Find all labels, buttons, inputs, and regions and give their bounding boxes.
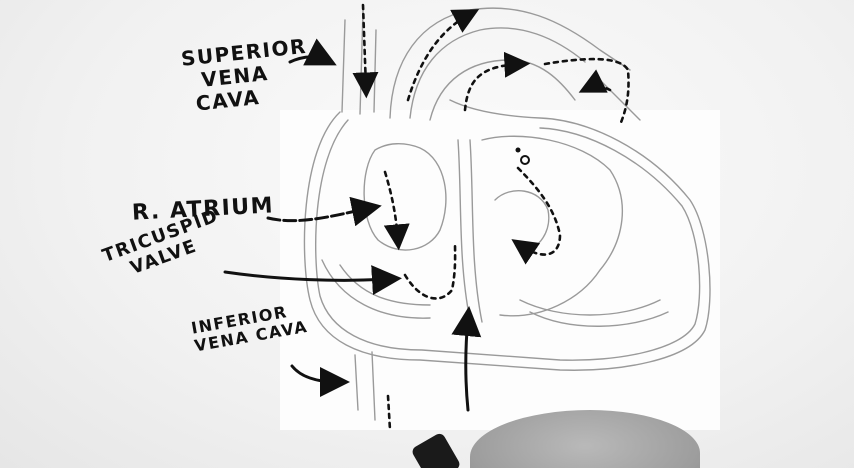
flow-pulmonary-right bbox=[463, 51, 531, 112]
flow-ivc-up bbox=[386, 394, 392, 432]
heart-diagram-paper bbox=[280, 110, 720, 430]
ivc-pointer-arrow bbox=[290, 364, 350, 397]
upward-flow-arrow bbox=[451, 306, 482, 412]
tv-pointer-arrow bbox=[223, 265, 402, 296]
svc-pointer-arrow bbox=[288, 38, 337, 66]
flow-ventricle-u bbox=[403, 240, 457, 300]
oxygen-symbol bbox=[515, 147, 530, 165]
flow-atrium-down bbox=[383, 170, 410, 251]
flow-left-heart bbox=[511, 166, 562, 265]
flow-lung-loop bbox=[543, 57, 630, 127]
blood-flow-arrows bbox=[352, 3, 630, 432]
pointer-arrows bbox=[223, 38, 482, 412]
flow-aorta-up bbox=[406, 9, 480, 102]
flow-svc-down bbox=[352, 3, 379, 99]
flow-lung-return bbox=[578, 69, 612, 93]
ra-pointer-arrow bbox=[266, 196, 382, 227]
label-superior-vena-cava: SUPERIOR VENA CAVA bbox=[180, 34, 313, 117]
